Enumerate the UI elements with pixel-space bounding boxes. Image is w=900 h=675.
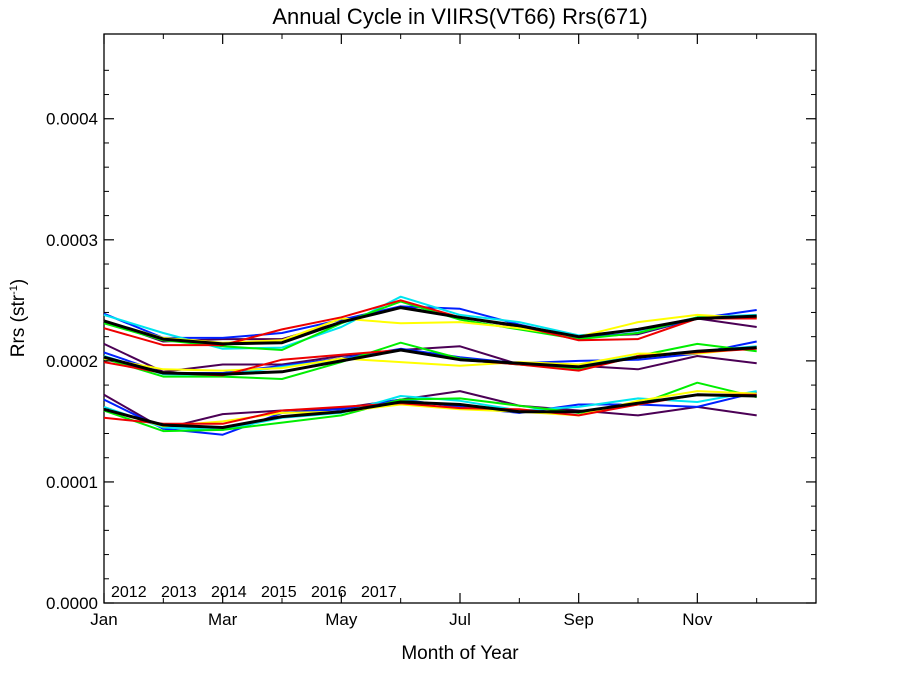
series-2012-line-1 [103, 390, 757, 430]
x-tick-label-jan: Jan [90, 610, 117, 629]
legend-item-2014: 2014 [211, 584, 247, 601]
series-2016-line-2 [103, 346, 757, 372]
x-axis-label: Month of Year [401, 643, 519, 664]
series-mean-line-3 [103, 306, 757, 346]
tick-layer: Jan Mar May Jul Sep Nov 0.0000 0.0001 0.0002 0.00… [46, 34, 816, 629]
y-tick-label: 0.0004 [46, 110, 98, 129]
x-tick-label-nov: Nov [682, 610, 713, 629]
series-2017-line-3 [103, 299, 757, 347]
series-mean-line-1 [103, 393, 757, 429]
legend-item-2017: 2017 [361, 584, 397, 601]
x-tick-label-jul: Jul [449, 610, 471, 629]
chart-title: Annual Cycle in VIIRS(VT66) Rrs(671) [272, 4, 647, 29]
series-2012-line-2 [103, 342, 757, 373]
x-tick-label-mar: Mar [208, 610, 238, 629]
y-axis-label-sup: -1 [8, 285, 20, 295]
y-axis-label-main: Rrs (str [8, 294, 29, 357]
x-tick-label-may: May [325, 610, 358, 629]
series-layer [103, 295, 757, 436]
legend-item-2013: 2013 [161, 584, 197, 601]
y-tick-label: 0.0001 [46, 473, 98, 492]
series-2016-line-1 [103, 390, 757, 428]
legend-item-2015: 2015 [261, 584, 297, 601]
legend-item-2016: 2016 [311, 584, 347, 601]
legend: 2012 2013 2014 2015 2016 2017 [111, 584, 397, 601]
series-2013-line-2 [103, 340, 757, 374]
series-mean-line-2 [103, 346, 757, 376]
y-axis-label: Rrs (str-1) [8, 279, 29, 357]
y-tick-label: 0.0000 [46, 594, 98, 613]
legend-item-2012: 2012 [111, 584, 147, 601]
y-axis-label-close: ) [8, 279, 29, 285]
x-tick-label-sep: Sep [564, 610, 594, 629]
y-tick-label: 0.0003 [46, 231, 98, 250]
y-tick-label: 0.0002 [46, 352, 98, 371]
